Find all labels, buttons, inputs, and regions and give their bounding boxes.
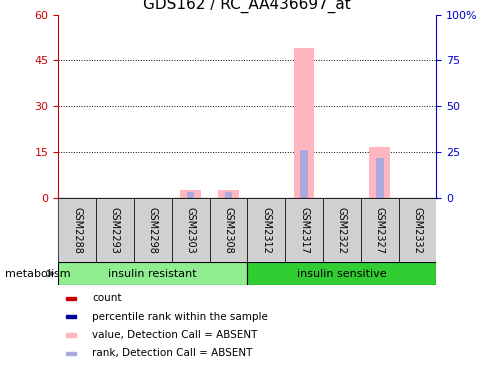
Bar [58,262,247,285]
Bar [96,198,134,262]
Text: GSM2288: GSM2288 [72,207,82,254]
Bar [360,198,398,262]
Bar [134,198,171,262]
Text: GSM2312: GSM2312 [261,207,271,254]
Bar [247,262,436,285]
Text: metabolism: metabolism [5,269,70,279]
Bar [58,198,96,262]
Text: GSM2322: GSM2322 [336,207,346,254]
Title: GDS162 / RC_AA436697_at: GDS162 / RC_AA436697_at [143,0,350,13]
Bar [398,198,436,262]
Bar [300,150,307,198]
Text: count: count [92,293,121,303]
Text: GSM2332: GSM2332 [412,207,422,254]
Bar [66,351,76,355]
Text: GSM2303: GSM2303 [185,207,195,254]
Text: rank, Detection Call = ABSENT: rank, Detection Call = ABSENT [92,348,252,358]
Bar [186,192,194,198]
Text: insulin sensitive: insulin sensitive [297,269,386,279]
Bar [66,315,76,318]
Text: value, Detection Call = ABSENT: value, Detection Call = ABSENT [92,330,257,340]
Bar [375,158,383,198]
Bar [218,190,238,198]
Bar [247,198,285,262]
Text: GSM2293: GSM2293 [110,207,120,254]
Bar [171,198,209,262]
Bar [285,198,322,262]
Bar [369,147,389,198]
Bar [293,48,314,198]
Bar [66,296,76,300]
Bar [66,333,76,337]
Text: insulin resistant: insulin resistant [108,269,197,279]
Text: GSM2317: GSM2317 [299,207,308,254]
Bar [209,198,247,262]
Text: percentile rank within the sample: percentile rank within the sample [92,311,268,322]
Bar [180,190,200,198]
Bar [322,198,360,262]
Bar [224,192,232,198]
Text: GSM2327: GSM2327 [374,207,384,254]
Text: GSM2308: GSM2308 [223,207,233,254]
Text: GSM2298: GSM2298 [148,207,157,254]
